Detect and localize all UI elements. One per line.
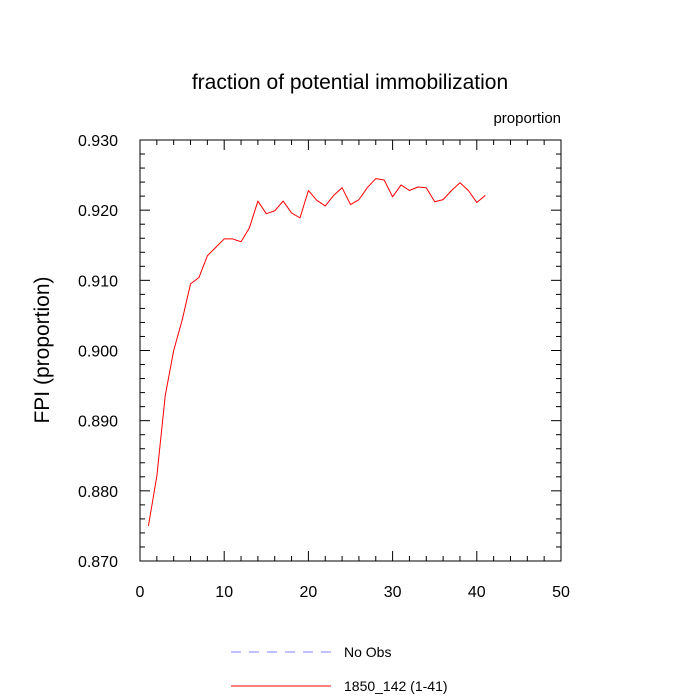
y-tick-label: 0.910 <box>78 273 118 290</box>
y-tick-labels: 0.870 0.880 0.890 0.900 0.910 0.920 0.930 <box>78 133 118 571</box>
x-tick-label: 50 <box>552 584 570 601</box>
y-tick-label: 0.920 <box>78 203 118 220</box>
y-tick-label: 0.870 <box>78 554 118 571</box>
axis-ticks <box>139 139 562 562</box>
y-tick-label: 0.900 <box>78 344 118 361</box>
legend-label: No Obs <box>344 644 391 660</box>
y-axis-label: FPI (proportion) <box>31 276 54 423</box>
x-tick-label: 10 <box>215 584 233 601</box>
units-label: proportion <box>493 110 561 127</box>
y-tick-label: 0.890 <box>78 414 118 431</box>
plot-frame <box>139 139 562 562</box>
x-tick-label: 20 <box>300 584 318 601</box>
plot-series <box>147 178 486 527</box>
x-tick-labels: 0 10 20 30 40 50 <box>136 584 570 601</box>
series-line <box>147 178 486 527</box>
y-tick-label: 0.880 <box>78 484 118 501</box>
x-tick-label: 40 <box>468 584 486 601</box>
x-tick-label: 30 <box>384 584 402 601</box>
x-tick-label: 0 <box>136 584 145 601</box>
legend-label: 1850_142 (1-41) <box>344 678 448 694</box>
legend: No Obs 1850_142 (1-41) <box>231 644 448 694</box>
chart-title: fraction of potential immobilization <box>192 71 508 94</box>
y-tick-label: 0.930 <box>78 133 118 150</box>
